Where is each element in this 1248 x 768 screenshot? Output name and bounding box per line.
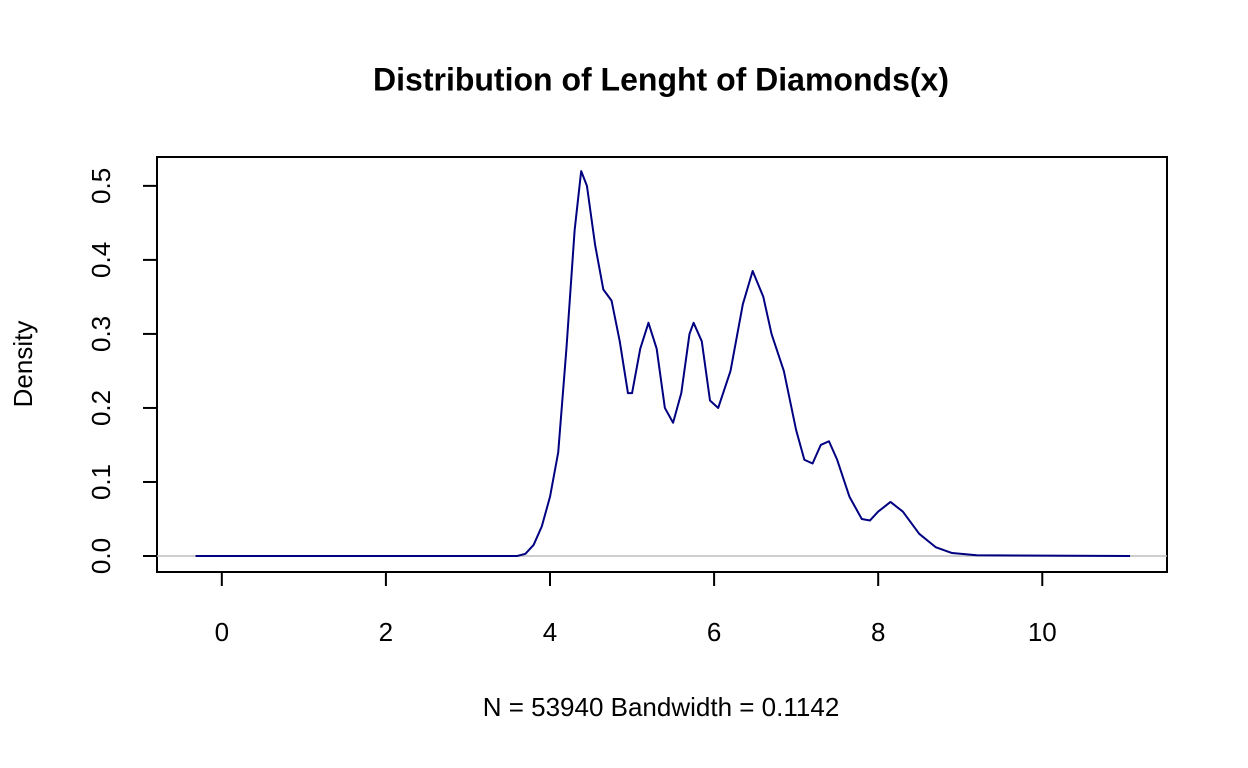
y-tick-label: 0.3 bbox=[86, 316, 116, 352]
x-tick-label: 6 bbox=[707, 617, 721, 647]
x-tick-label: 8 bbox=[871, 617, 885, 647]
x-tick-label: 0 bbox=[215, 617, 229, 647]
y-tick-label: 0.0 bbox=[86, 538, 116, 574]
x-tick-label: 2 bbox=[379, 617, 393, 647]
y-tick-label: 0.4 bbox=[86, 242, 116, 278]
y-tick-label: 0.1 bbox=[86, 464, 116, 500]
y-tick-label: 0.2 bbox=[86, 390, 116, 426]
plot-frame bbox=[156, 156, 1168, 573]
x-tick-label: 4 bbox=[543, 617, 557, 647]
density-line bbox=[195, 170, 1131, 558]
chart-title: Distribution of Lenght of Diamonds(x) bbox=[373, 61, 949, 97]
x-axis-label: N = 53940 Bandwidth = 0.1142 bbox=[483, 692, 840, 722]
x-tick-label: 10 bbox=[1028, 617, 1057, 647]
y-tick-label: 0.5 bbox=[86, 168, 116, 204]
y-axis-label: Density bbox=[8, 321, 38, 408]
